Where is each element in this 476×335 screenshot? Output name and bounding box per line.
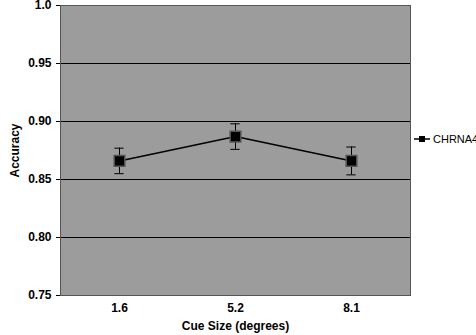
svg-text:0.90: 0.90 [28,114,52,128]
svg-text:Accuracy: Accuracy [8,123,22,177]
svg-text:8.1: 8.1 [343,301,360,315]
svg-text:Cue Size (degrees): Cue Size (degrees) [182,319,289,333]
svg-text:0.75: 0.75 [28,288,52,302]
svg-text:0.85: 0.85 [28,172,52,186]
svg-text:0.80: 0.80 [28,230,52,244]
svg-text:0.95: 0.95 [28,56,52,70]
svg-text:1.6: 1.6 [111,301,128,315]
svg-text:1.0: 1.0 [35,0,52,12]
svg-text:5.2: 5.2 [227,301,244,315]
